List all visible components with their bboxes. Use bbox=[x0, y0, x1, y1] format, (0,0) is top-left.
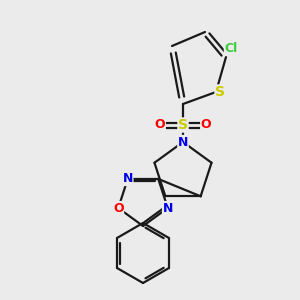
Text: S: S bbox=[178, 118, 188, 132]
Text: N: N bbox=[178, 136, 188, 148]
Text: S: S bbox=[215, 85, 225, 99]
Text: N: N bbox=[163, 202, 173, 214]
Text: Cl: Cl bbox=[224, 43, 238, 56]
Text: O: O bbox=[155, 118, 165, 131]
Text: O: O bbox=[113, 202, 124, 214]
Text: N: N bbox=[122, 172, 133, 185]
Text: O: O bbox=[201, 118, 211, 131]
